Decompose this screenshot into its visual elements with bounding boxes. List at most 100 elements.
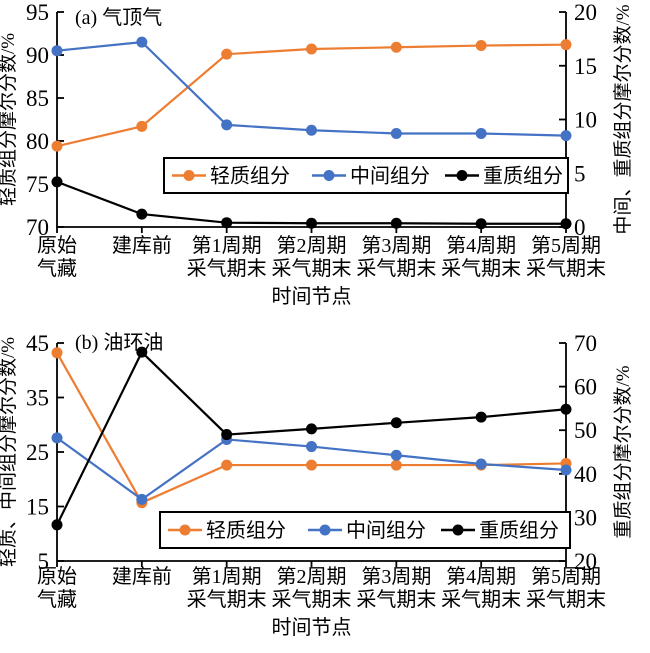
legend-marker-dot-middle-component xyxy=(319,524,331,536)
data-point-heavy-component xyxy=(390,417,402,429)
legend-marker-dot-heavy-component xyxy=(452,524,464,536)
x-tick-label: 采气期末 xyxy=(356,588,436,611)
right-axis-tick-label: 40 xyxy=(574,462,597,487)
data-point-heavy-component xyxy=(136,346,148,358)
chart-title: (a) 气顶气 xyxy=(75,6,162,29)
data-point-middle-component xyxy=(306,124,317,136)
right-axis-tick-label: 50 xyxy=(574,418,597,443)
series-middle-component xyxy=(51,36,572,142)
data-point-light-component xyxy=(390,41,402,53)
x-tick-label: 气藏 xyxy=(37,257,77,280)
legend: 轻质组分 中间组分 重质组分 xyxy=(163,157,569,194)
legend-item-light-component: 轻质组分 xyxy=(168,519,286,542)
legend-label-middle-component: 中间组分 xyxy=(350,165,430,188)
left-axis-tick-label: 80 xyxy=(26,129,49,154)
x-tick-label: 采气期末 xyxy=(272,588,352,611)
x-tick-label: 第1周期 xyxy=(192,565,262,588)
left-axis-tick-label: 35 xyxy=(26,386,49,411)
legend-item-heavy-component: 重质组分 xyxy=(445,165,563,188)
data-point-middle-component xyxy=(51,45,63,57)
x-tick-label: 原始 xyxy=(37,565,77,588)
right-axis-label: 重质组分摩尔分数/% xyxy=(612,365,634,538)
data-point-light-component xyxy=(390,459,402,471)
data-point-middle-component xyxy=(475,458,487,470)
left-axis-tick-label: 45 xyxy=(26,331,49,356)
data-point-middle-component xyxy=(475,127,487,139)
data-point-middle-component xyxy=(560,130,572,142)
x-tick-label: 第3周期 xyxy=(361,565,431,588)
right-axis-tick-label: 20 xyxy=(574,0,597,25)
legend-marker-dot-heavy-component xyxy=(456,170,468,181)
legend-marker-dot-light-component xyxy=(183,170,195,181)
x-tick-label: 第5周期 xyxy=(531,234,601,257)
data-point-middle-component xyxy=(221,119,233,131)
x-tick-label: 气藏 xyxy=(37,588,77,611)
right-axis-tick-label: 60 xyxy=(574,375,597,400)
data-point-heavy-component xyxy=(475,411,487,423)
legend-label-middle-component: 中间组分 xyxy=(346,519,426,542)
x-axis-title: 时间节点 xyxy=(272,285,352,308)
left-axis-tick-label: 75 xyxy=(26,172,49,197)
data-point-heavy-component xyxy=(136,208,148,220)
legend-item-middle-component: 中间组分 xyxy=(308,519,426,542)
x-tick-label: 采气期末 xyxy=(356,257,436,280)
data-point-middle-component xyxy=(390,127,402,139)
right-axis-tick-label: 10 xyxy=(574,108,597,133)
x-tick-label: 建库前 xyxy=(112,565,172,588)
left-axis-tick-label: 70 xyxy=(26,215,49,240)
legend: 轻质组分 中间组分 重质组分 xyxy=(159,511,571,549)
legend-item-middle-component: 中间组分 xyxy=(312,165,430,188)
x-tick-label: 第5周期 xyxy=(531,565,601,588)
right-axis-tick-label: 30 xyxy=(574,505,597,530)
legend-box xyxy=(163,157,569,194)
x-tick-label: 采气期末 xyxy=(187,588,267,611)
data-point-middle-component xyxy=(136,493,148,505)
data-point-heavy-component xyxy=(560,403,572,415)
data-point-heavy-component xyxy=(51,519,63,531)
x-tick-label: 采气期末 xyxy=(526,257,606,280)
x-tick-label: 采气期末 xyxy=(187,257,267,280)
left-axis-label: 轻质、中间组分摩尔分数/% xyxy=(0,337,19,567)
right-axis-tick-label: 5 xyxy=(574,161,586,186)
right-axis-label: 中间、重质组分摩尔分数/% xyxy=(612,4,634,234)
data-point-heavy-component xyxy=(390,217,402,229)
series-heavy-component xyxy=(51,346,572,531)
legend-label-light-component: 轻质组分 xyxy=(210,165,290,188)
data-point-heavy-component xyxy=(221,429,233,441)
series-line-heavy-component xyxy=(56,350,567,526)
legend-box xyxy=(159,511,571,549)
x-tick-label: 采气期末 xyxy=(441,257,521,280)
chart-title: (b) 油环油 xyxy=(75,331,163,354)
x-axis-title: 时间节点 xyxy=(272,616,352,639)
data-point-middle-component xyxy=(51,432,63,444)
x-tick-label: 建库前 xyxy=(112,234,172,257)
left-axis-tick-label: 15 xyxy=(26,495,49,520)
x-tick-label: 第4周期 xyxy=(446,565,516,588)
left-axis-tick-label: 25 xyxy=(26,440,49,465)
data-point-heavy-component xyxy=(51,176,63,188)
data-point-light-component xyxy=(306,459,317,471)
data-point-heavy-component xyxy=(475,218,487,230)
x-tick-label: 采气期末 xyxy=(441,588,521,611)
legend-label-light-component: 轻质组分 xyxy=(206,519,286,542)
data-point-light-component xyxy=(306,43,317,55)
x-tick-label: 采气期末 xyxy=(272,257,352,280)
data-point-middle-component xyxy=(306,441,317,453)
x-tick-label: 第4周期 xyxy=(446,234,516,257)
right-axis-tick-label: 20 xyxy=(574,549,597,574)
x-tick-label: 第2周期 xyxy=(277,565,347,588)
legend-label-heavy-component: 重质组分 xyxy=(483,165,563,188)
legend-marker-dot-light-component xyxy=(179,524,191,536)
data-point-middle-component xyxy=(136,36,148,48)
x-tick-label: 第3周期 xyxy=(361,234,431,257)
right-axis-tick-label: 15 xyxy=(574,54,597,79)
x-tick-label: 第1周期 xyxy=(192,234,262,257)
data-point-heavy-component xyxy=(306,423,317,435)
left-axis-tick-label: 90 xyxy=(26,43,49,68)
legend-item-heavy-component: 重质组分 xyxy=(441,519,559,542)
left-axis-tick-label: 5 xyxy=(38,549,50,574)
x-tick-label: 采气期末 xyxy=(526,588,606,611)
